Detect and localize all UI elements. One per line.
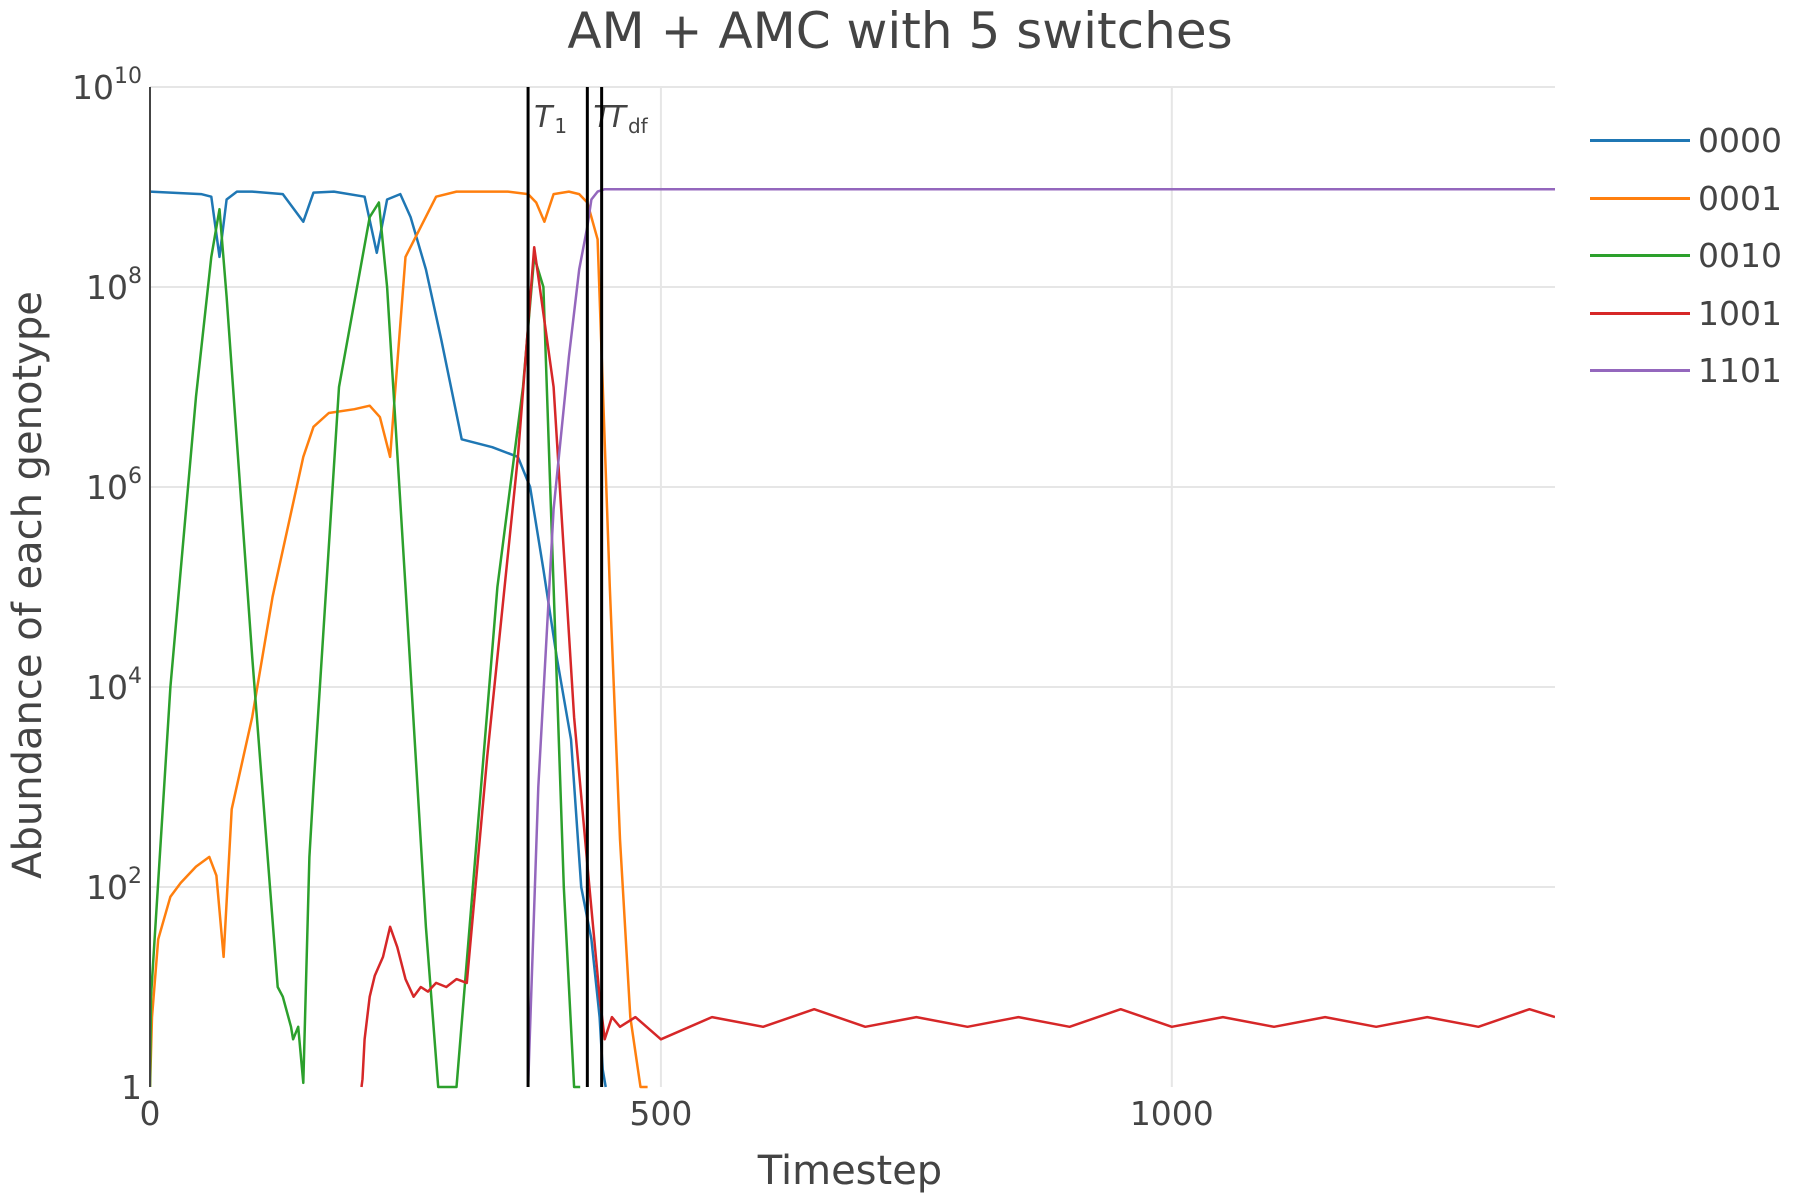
y-axis-title: Abundance of each genotype [5,291,51,879]
series-line-0000 [150,190,607,1088]
legend-label: 0000 [1698,121,1782,161]
legend-item-1001[interactable]: 1001 [1590,285,1782,343]
y-tick-label: 106 [86,464,142,507]
legend-item-0010[interactable]: 0010 [1590,227,1782,285]
legend-item-0000[interactable]: 0000 [1590,112,1782,170]
legend-swatch [1590,369,1690,373]
x-tick-label: 500 [629,1094,692,1133]
y-tick-label: 1010 [72,64,142,107]
x-axis-title: Timestep [757,1148,943,1194]
x-tick-label: 0 [140,1094,161,1133]
legend-swatch [1590,311,1690,315]
y-tick-label: 108 [86,264,142,307]
y-tick-label: 104 [86,664,142,707]
legend-label: 0010 [1698,236,1782,276]
legend-label: 1101 [1698,351,1782,391]
x-tick-label: 1000 [1130,1094,1214,1133]
series-line-1001 [360,245,1555,1088]
legend-swatch [1590,254,1690,258]
legend-label: 1001 [1698,293,1782,333]
legend-label: 0001 [1698,178,1782,218]
y-tick-label: 1 [121,1068,142,1107]
legend: 0000 0001 0010 1001 1101 [1590,112,1782,400]
legend-swatch [1590,139,1690,143]
series-line-1101 [526,187,1555,1088]
chart-title: AM + AMC with 5 switches [567,2,1233,60]
y-tick-label: 102 [86,864,142,907]
legend-item-1101[interactable]: 1101 [1590,342,1782,400]
series-line-0010 [150,201,581,1089]
event-line-label: T [593,100,614,135]
legend-item-0001[interactable]: 0001 [1590,170,1782,228]
legend-swatch [1590,196,1690,200]
